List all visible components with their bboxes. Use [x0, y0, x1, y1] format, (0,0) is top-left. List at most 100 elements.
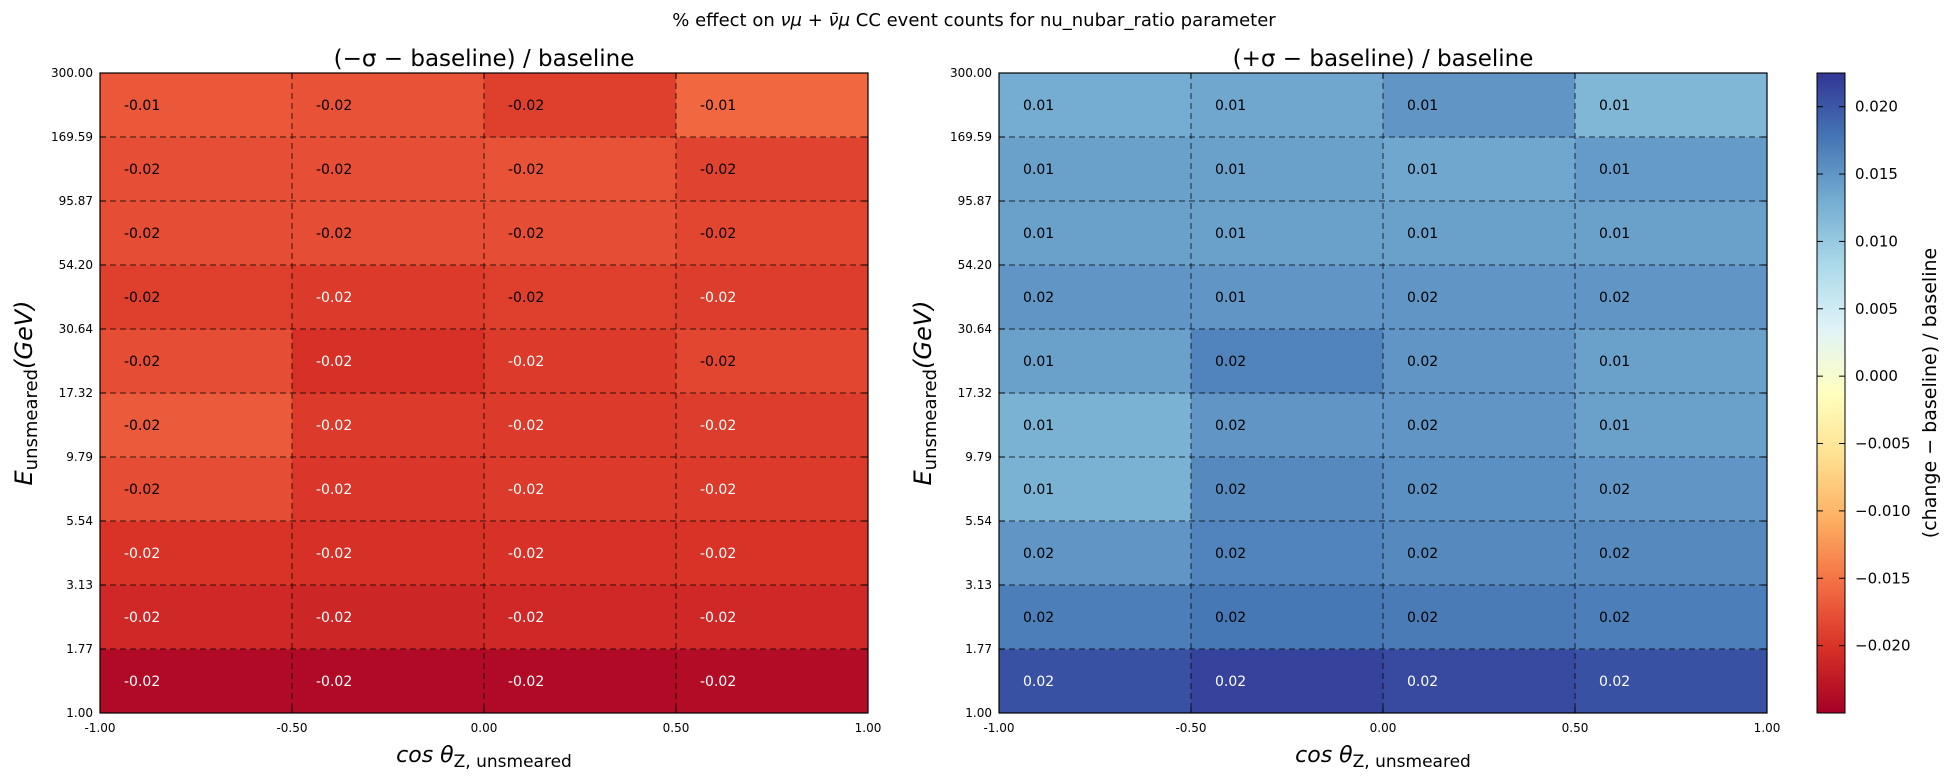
heatmap-cell: [1191, 137, 1384, 202]
x-tick-label: 0.50: [663, 721, 690, 735]
cell-value-label: 0.02: [1599, 482, 1630, 498]
cell-value-label: 0.01: [1023, 354, 1054, 370]
cell-value-label: 0.01: [1407, 162, 1438, 178]
heatmap-cell: [1191, 201, 1384, 266]
heatmap-cell: [100, 73, 293, 138]
heatmap-cell: [1191, 329, 1384, 394]
heatmap-cell: [1575, 393, 1768, 458]
cell-value-label: 0.02: [1215, 482, 1246, 498]
cell-value-label: 0.02: [1215, 546, 1246, 562]
cell-value-label: -0.02: [316, 162, 352, 178]
heatmap-cell: [292, 521, 485, 586]
cell-value-label: -0.02: [700, 354, 736, 370]
heatmap-cell: [999, 521, 1192, 586]
heatmap-cell: [100, 649, 293, 714]
cell-value-label: -0.02: [508, 546, 544, 562]
y-axis-label: Eunsmeared(GeV): [909, 300, 941, 485]
heatmap-cell: [676, 73, 869, 138]
heatmap-cell: [100, 393, 293, 458]
x-axis-label: cos θZ, unsmeared: [1295, 743, 1471, 772]
y-tick-label: 54.20: [958, 258, 992, 272]
cell-value-label: -0.02: [700, 482, 736, 498]
heatmap-cell: [1191, 457, 1384, 522]
cell-value-label: 0.01: [1215, 162, 1246, 178]
y-tick-label: 1.77: [965, 642, 992, 656]
heatmap-cell: [1575, 329, 1768, 394]
cell-value-label: -0.02: [508, 98, 544, 114]
cell-value-label: -0.02: [316, 546, 352, 562]
heatmap-cell: [999, 201, 1192, 266]
cell-value-label: 0.02: [1599, 290, 1630, 306]
x-tick-label: 1.00: [855, 721, 882, 735]
cell-value-label: -0.02: [700, 290, 736, 306]
colorbar: 0.020 0.015 0.010 0.005 0.000 −0.005 −0.010 −0.…: [1816, 72, 1941, 714]
heatmap-cell: [484, 201, 677, 266]
cell-value-label: 0.01: [1215, 98, 1246, 114]
x-tick-label: 1.00: [1754, 721, 1781, 735]
cell-value-label: 0.02: [1407, 418, 1438, 434]
cell-value-label: 0.02: [1407, 482, 1438, 498]
heatmap-cell: [292, 137, 485, 202]
heatmap-cell: [292, 201, 485, 266]
y-axis-label: Eunsmeared(GeV): [10, 300, 42, 485]
heatmap-cell: [292, 457, 485, 522]
colorbar-tick-label: 0.020: [1855, 98, 1898, 116]
cell-value-label: 0.02: [1599, 674, 1630, 690]
heatmap-cell: [1383, 649, 1576, 714]
cell-value-label: -0.02: [700, 226, 736, 242]
heatmap-cell: [676, 521, 869, 586]
heatmap-cell: [484, 649, 677, 714]
cell-value-label: -0.02: [700, 162, 736, 178]
cell-value-label: -0.02: [700, 610, 736, 626]
heatmap-cell: [676, 201, 869, 266]
cell-value-label: 0.02: [1407, 610, 1438, 626]
heatmap-cell: [1575, 649, 1768, 714]
heatmap-cell: [292, 649, 485, 714]
cell-value-label: -0.02: [316, 418, 352, 434]
heatmap-cell: [292, 585, 485, 650]
y-tick-label: 9.79: [66, 450, 93, 464]
colorbar-tick-label: 0.005: [1855, 300, 1898, 318]
y-tick-label: 169.59: [950, 130, 992, 144]
y-tick-label: 1.00: [965, 706, 992, 720]
colorbar-tick-label: −0.020: [1855, 637, 1911, 655]
colorbar-tick-label: 0.010: [1855, 232, 1898, 250]
cell-value-label: 0.01: [1599, 418, 1630, 434]
colorbar-tick-label: 0.015: [1855, 165, 1898, 183]
x-tick-label: -0.50: [1175, 721, 1206, 735]
cell-value-label: 0.02: [1407, 674, 1438, 690]
heatmap-cell: [1191, 73, 1384, 138]
colorbar-label: (change − baseline) / baseline: [1919, 248, 1941, 538]
cell-value-label: 0.02: [1407, 290, 1438, 306]
colorbar-tick-label: 0.000: [1855, 367, 1898, 385]
x-axis-label: cos θZ, unsmeared: [396, 743, 572, 772]
y-tick-label: 1.77: [66, 642, 93, 656]
cell-value-label: -0.02: [124, 162, 160, 178]
cell-value-label: 0.01: [1023, 418, 1054, 434]
panel-title: (−σ − baseline) / baseline: [334, 46, 635, 72]
cell-value-label: -0.02: [316, 226, 352, 242]
cell-value-label: 0.02: [1023, 546, 1054, 562]
heatmap-cell: [100, 329, 293, 394]
heatmap-cell: [676, 457, 869, 522]
colorbar-tick-label: −0.015: [1855, 569, 1911, 587]
heatmap-cell: [1191, 265, 1384, 330]
heatmap-cell: [999, 73, 1192, 138]
y-tick-label: 1.00: [66, 706, 93, 720]
cell-value-label: -0.02: [124, 226, 160, 242]
heatmap-cell: [1575, 265, 1768, 330]
cell-value-label: -0.02: [124, 674, 160, 690]
cell-value-label: -0.02: [508, 674, 544, 690]
cell-value-label: -0.02: [508, 610, 544, 626]
cell-value-label: -0.02: [508, 226, 544, 242]
heatmap-cell: [100, 585, 293, 650]
cell-value-label: 0.01: [1599, 354, 1630, 370]
cell-value-label: 0.01: [1407, 98, 1438, 114]
heatmap-cell: [1383, 585, 1576, 650]
cell-value-label: -0.02: [316, 674, 352, 690]
cell-value-label: -0.02: [700, 418, 736, 434]
heatmap-cell: [1575, 457, 1768, 522]
y-tick-label: 17.32: [59, 386, 93, 400]
heatmap-cell: [1383, 265, 1576, 330]
heatmap-cell: [1383, 201, 1576, 266]
